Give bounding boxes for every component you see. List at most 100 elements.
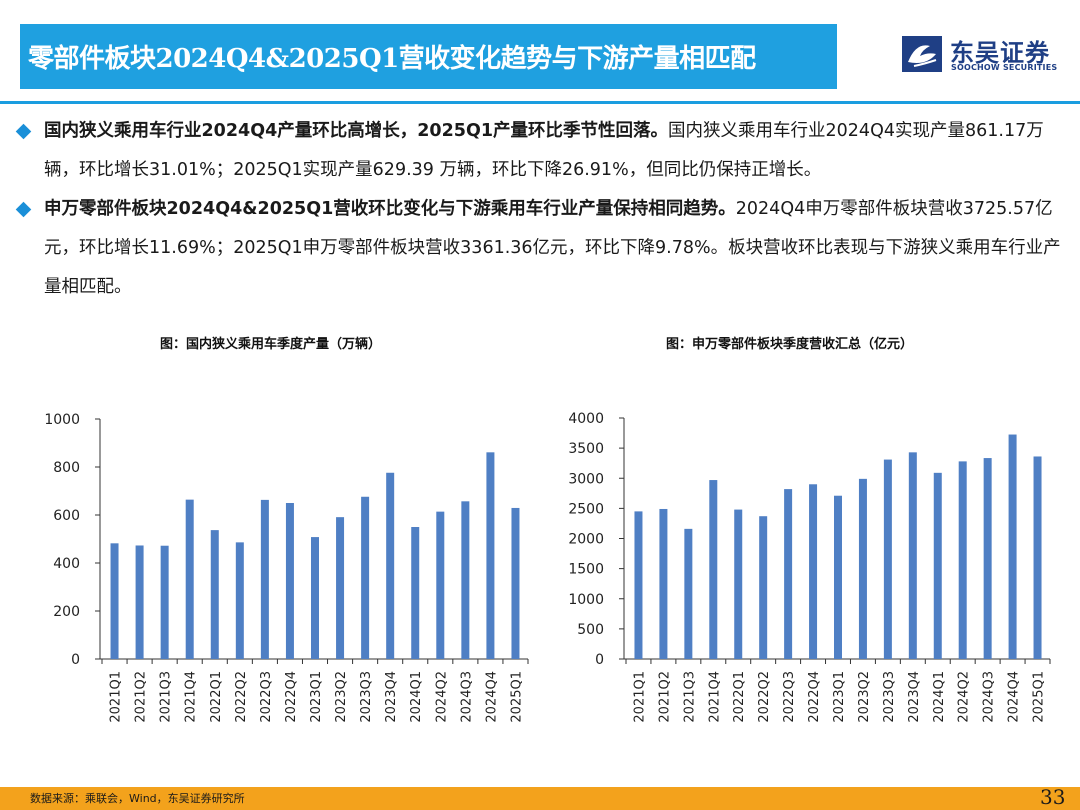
y-tick-label: 1000 xyxy=(568,592,604,608)
y-tick-label: 1500 xyxy=(568,562,604,578)
bar xyxy=(734,509,743,659)
y-tick-label: 2500 xyxy=(568,501,604,517)
y-tick-label: 4000 xyxy=(568,411,604,427)
y-tick-label: 500 xyxy=(577,622,604,638)
x-tick-label: 2021Q2 xyxy=(134,671,149,723)
bar xyxy=(461,501,470,659)
x-tick-label: 2022Q3 xyxy=(782,671,797,723)
bullet-item: 国内狭义乘用车行业2024Q4产量环比高增长，2025Q1产量环比季节性回落。国… xyxy=(14,112,1070,190)
header-divider xyxy=(0,101,1080,104)
bullet-list: 国内狭义乘用车行业2024Q4产量环比高增长，2025Q1产量环比季节性回落。国… xyxy=(14,112,1070,307)
x-tick-label: 2024Q2 xyxy=(434,671,449,723)
soochow-logo-icon xyxy=(902,36,942,72)
y-tick-label: 0 xyxy=(595,652,604,668)
y-tick-label: 600 xyxy=(53,508,80,524)
logo-name-en: SOOCHOW SECURITIES xyxy=(951,63,1058,72)
page-number: 33 xyxy=(1040,785,1066,809)
x-tick-label: 2023Q4 xyxy=(384,671,399,723)
bar xyxy=(311,537,319,659)
bar xyxy=(834,495,842,659)
data-source: 数据来源：乘联会，Wind，东吴证券研究所 xyxy=(30,792,245,805)
x-tick-label: 2022Q4 xyxy=(807,671,822,723)
y-tick-label: 800 xyxy=(53,460,80,476)
x-tick-label: 2024Q1 xyxy=(932,671,947,723)
bar xyxy=(160,545,169,659)
x-tick-label: 2023Q3 xyxy=(882,671,897,723)
x-tick-label: 2023Q2 xyxy=(334,671,349,723)
x-tick-label: 2021Q1 xyxy=(109,671,124,723)
bar xyxy=(784,489,793,659)
title-bar: 零部件板块2024Q4&2025Q1营收变化趋势与下游产量相匹配 xyxy=(20,24,837,89)
x-tick-label: 2024Q4 xyxy=(484,671,499,723)
bullet-lead: 申万零部件板块2024Q4&2025Q1营收环比变化与下游乘用车行业产量保持相同… xyxy=(44,199,736,219)
y-tick-label: 0 xyxy=(71,652,80,668)
bar xyxy=(511,507,520,659)
x-tick-label: 2024Q4 xyxy=(1007,671,1022,723)
bar xyxy=(883,459,892,659)
bar xyxy=(386,472,395,659)
bar xyxy=(709,480,718,659)
bar xyxy=(684,528,693,659)
bar xyxy=(908,452,917,659)
x-tick-label: 2024Q3 xyxy=(982,671,997,723)
y-tick-label: 1000 xyxy=(44,412,80,428)
bar xyxy=(235,542,244,659)
bar xyxy=(659,508,668,659)
page-title: 零部件板块2024Q4&2025Q1营收变化趋势与下游产量相匹配 xyxy=(28,44,756,74)
x-tick-label: 2021Q3 xyxy=(159,671,174,723)
x-tick-label: 2023Q1 xyxy=(309,671,324,723)
chart-title-revenue: 图：申万零部件板块季度营收汇总（亿元） xyxy=(666,337,914,352)
x-tick-label: 2022Q2 xyxy=(234,671,249,723)
diamond-bullet-icon xyxy=(15,201,32,218)
bullet-lead: 国内狭义乘用车行业2024Q4产量环比高增长，2025Q1产量环比季节性回落。 xyxy=(44,121,669,141)
y-tick-label: 3000 xyxy=(568,471,604,487)
bar xyxy=(110,543,119,659)
bar xyxy=(135,545,144,659)
bar xyxy=(933,472,942,659)
diamond-bullet-icon xyxy=(15,123,32,140)
bar xyxy=(285,503,294,659)
bar xyxy=(958,461,967,659)
x-tick-label: 2024Q3 xyxy=(459,671,474,723)
x-tick-label: 2021Q4 xyxy=(707,671,722,723)
bar xyxy=(411,527,420,659)
x-tick-label: 2021Q4 xyxy=(184,671,199,723)
x-tick-label: 2025Q1 xyxy=(509,671,524,723)
bar xyxy=(260,499,269,659)
x-tick-label: 2023Q2 xyxy=(857,671,872,723)
x-tick-label: 2022Q2 xyxy=(757,671,772,723)
x-tick-label: 2022Q4 xyxy=(284,671,299,723)
bar xyxy=(1033,456,1042,659)
y-tick-label: 2000 xyxy=(568,532,604,548)
bar xyxy=(983,458,992,659)
bar xyxy=(361,496,370,659)
bar xyxy=(634,511,643,659)
bar xyxy=(210,530,219,659)
y-tick-label: 200 xyxy=(53,604,80,620)
bar xyxy=(858,478,867,659)
y-tick-label: 400 xyxy=(53,556,80,572)
x-tick-label: 2022Q1 xyxy=(209,671,224,723)
bar xyxy=(759,516,768,659)
y-tick-label: 3500 xyxy=(568,441,604,457)
bar xyxy=(185,499,194,659)
x-tick-label: 2021Q1 xyxy=(632,671,647,723)
bar xyxy=(486,452,495,659)
bar xyxy=(336,517,345,659)
x-tick-label: 2021Q2 xyxy=(657,671,672,723)
production-bar-chart: 0 200 400 600 800 1000 2021Q1 2021Q2 2021Q3 2021Q… xyxy=(44,412,529,723)
x-tick-label: 2023Q1 xyxy=(832,671,847,723)
x-tick-label: 2022Q1 xyxy=(732,671,747,723)
x-tick-label: 2021Q3 xyxy=(682,671,697,723)
x-tick-label: 2023Q4 xyxy=(907,671,922,723)
bar xyxy=(436,511,445,659)
x-tick-label: 2022Q3 xyxy=(259,671,274,723)
revenue-bar-chart: 0 500 1000 1500 2000 2500 3000 3500 4000 2021Q1 20… xyxy=(568,411,1051,723)
x-tick-label: 2024Q1 xyxy=(409,671,424,723)
bullet-body: 2024Q4申万零部件板块营收3725.57亿元，环比增长11.69%；2025… xyxy=(44,199,1061,297)
footer-bar xyxy=(0,787,1080,810)
company-logo: 东吴证券 SOOCHOW SECURITIES xyxy=(902,34,1062,76)
bullet-body: 国内狭义乘用车行业2024Q4实现产量861.17万辆，环比增长31.01%；2… xyxy=(44,121,1044,180)
bullet-item: 申万零部件板块2024Q4&2025Q1营收环比变化与下游乘用车行业产量保持相同… xyxy=(14,190,1070,307)
chart-title-production: 图：国内狭义乘用车季度产量（万辆） xyxy=(160,337,382,352)
